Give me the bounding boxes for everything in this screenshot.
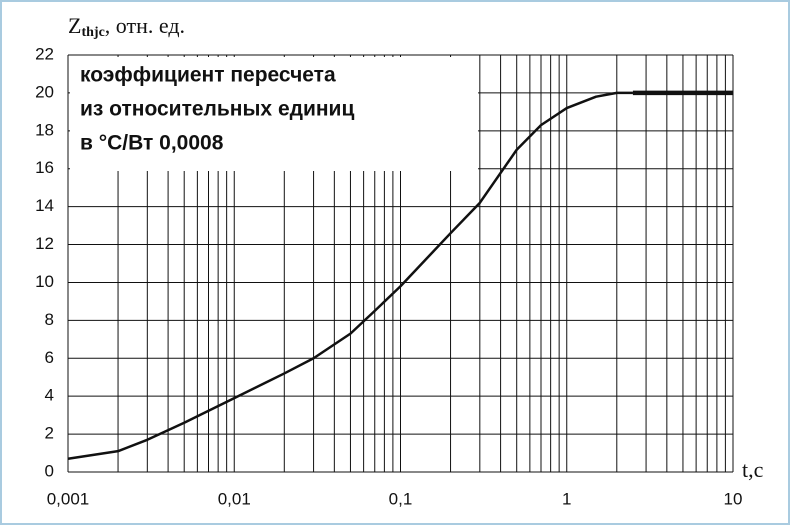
annotation: из относительных единиц [80, 98, 354, 121]
x-tick-label: 0,01 [218, 489, 251, 508]
x-tick-label: 1 [562, 489, 571, 508]
note-box [70, 57, 478, 171]
y-tick-label: 6 [45, 348, 54, 367]
y-tick-label: 8 [45, 310, 54, 329]
y-tick-label: 10 [35, 272, 54, 291]
y-label-main: Z [68, 13, 81, 38]
annotation: в °С/Вт 0,0008 [80, 132, 224, 155]
y-tick-label: 4 [45, 386, 54, 405]
y-tick-label: 16 [35, 158, 54, 177]
x-tick-label: 0,001 [47, 489, 90, 508]
y-tick-label: 18 [35, 120, 54, 139]
curve [67, 91, 633, 460]
y-tick-label: 14 [35, 196, 54, 215]
y-tick-label: 12 [35, 234, 54, 253]
y-tick-label: 2 [45, 424, 54, 443]
x-tick-label: 0,1 [389, 489, 413, 508]
y-axis-label: Zthjc, отн. ед. [68, 13, 185, 40]
y-tick-label: 22 [35, 44, 54, 63]
x-axis-label: t,c [742, 457, 764, 482]
y-label-rest: , отн. ед. [105, 13, 185, 38]
y-label-sub: thjc [81, 25, 104, 40]
x-tick-label: 10 [724, 489, 743, 508]
y-tick-label: 0 [45, 461, 54, 480]
annotation: коэффициент пересчета [80, 64, 336, 87]
y-tick-label: 20 [35, 82, 54, 101]
